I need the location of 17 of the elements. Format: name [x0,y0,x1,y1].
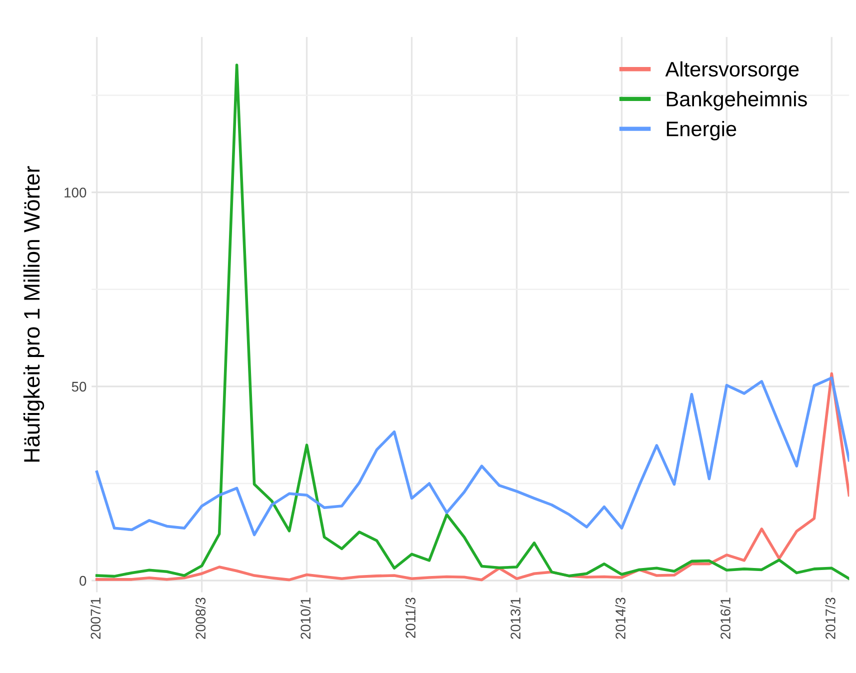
x-tick-label: 2016/1 [720,598,730,639]
line-series [95,376,850,536]
x-tick-label: 2014/3 [615,598,626,639]
y-tick-label: 0 [80,576,86,586]
x-tick-label: 2007/1 [90,598,101,639]
y-axis-title: Häufigkeit pro 1 Million Wörter [23,166,44,462]
x-tick-label: 2013/1 [510,598,520,639]
line-series [95,372,850,582]
y-tick-label: 100 [64,188,86,198]
x-tick-label: 2017/3 [825,598,836,639]
legend-label: Bankgeheimnis [666,91,807,111]
x-tick-label: 2008/3 [195,598,206,639]
legend-label: Altersvorsorge [665,61,799,81]
legend-label: Energie [666,120,736,140]
x-tick-label: 2011/3 [405,598,416,638]
y-tick-label: 50 [72,382,86,392]
x-tick-label: 2010/1 [300,598,311,639]
